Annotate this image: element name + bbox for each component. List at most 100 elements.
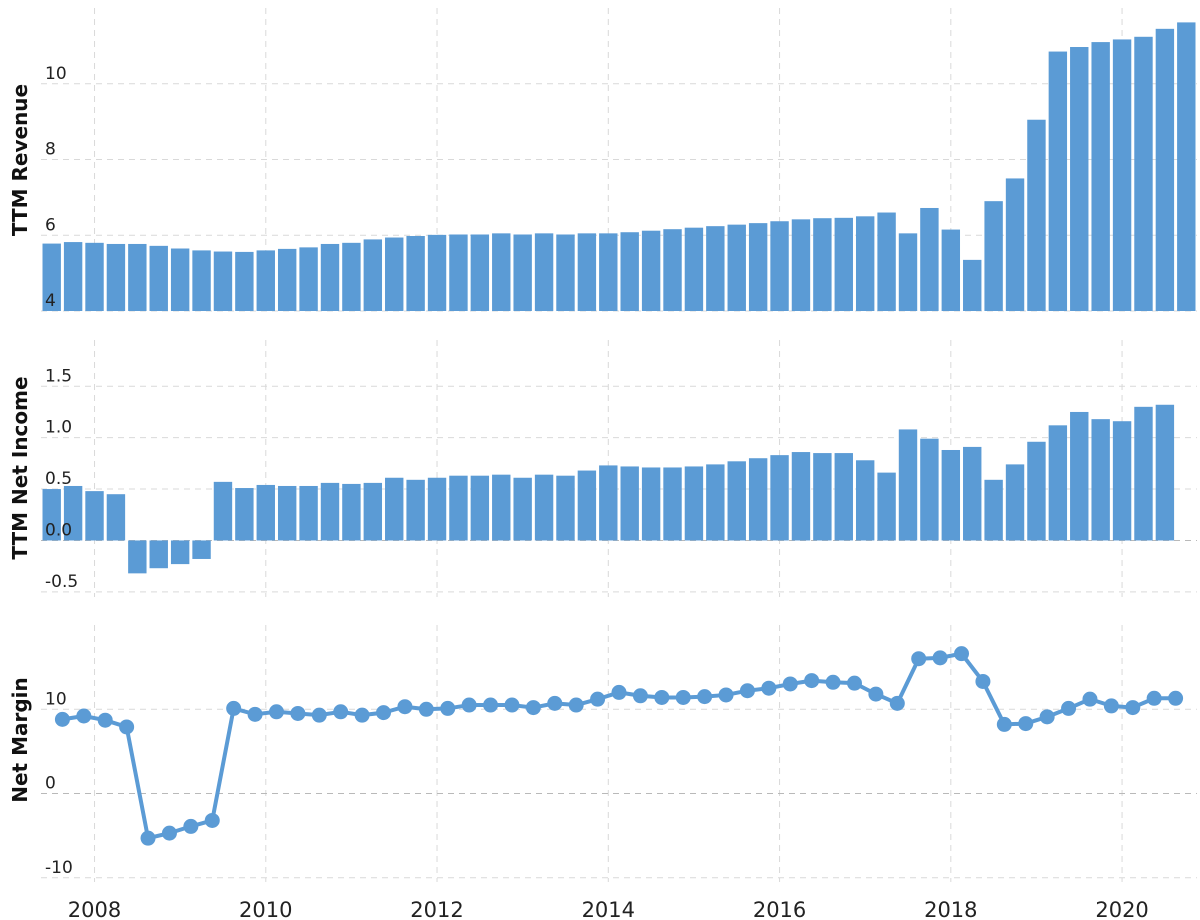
bar	[470, 475, 490, 541]
data-point	[675, 689, 691, 705]
bar	[1005, 464, 1025, 541]
bar	[727, 224, 746, 311]
bar	[63, 485, 83, 541]
bar	[663, 467, 682, 541]
data-point	[418, 701, 434, 717]
bar	[235, 488, 254, 541]
x-tick-label: 2012	[410, 898, 463, 920]
data-point	[1125, 700, 1141, 716]
y-tick-label: 1.5	[45, 366, 72, 386]
bar	[1005, 178, 1025, 311]
x-tick-label: 2020	[1095, 898, 1148, 920]
bar	[577, 470, 597, 541]
bar	[277, 485, 297, 541]
bar	[706, 464, 725, 541]
bar	[984, 201, 1003, 311]
bar	[1134, 406, 1153, 541]
bar	[620, 232, 639, 311]
bar	[855, 460, 875, 541]
bar	[834, 217, 853, 311]
data-point	[1146, 690, 1162, 706]
bar	[406, 236, 425, 311]
bar	[920, 438, 939, 541]
bar	[898, 429, 918, 541]
bar	[299, 247, 318, 311]
data-point	[846, 675, 862, 691]
data-point	[483, 697, 499, 713]
bar	[320, 243, 340, 311]
x-tick-label: 2010	[239, 898, 292, 920]
bar	[128, 540, 147, 574]
bar	[877, 212, 896, 311]
bar	[299, 485, 318, 541]
bar	[85, 242, 104, 311]
bar	[1155, 404, 1175, 541]
data-point	[761, 680, 777, 696]
bar	[1177, 22, 1196, 312]
data-point	[1103, 698, 1119, 714]
bar	[641, 467, 661, 541]
bar	[898, 233, 918, 311]
data-point	[868, 686, 884, 702]
bar	[813, 453, 832, 541]
y-tick-label: 6	[45, 215, 56, 235]
net-income-panel: -0.5 0.0 0.5 1.0 1.5 TTM Net Income	[8, 340, 1197, 597]
data-point	[932, 650, 948, 666]
bar	[342, 483, 361, 541]
data-point	[632, 688, 648, 704]
bar	[63, 242, 83, 311]
bar	[427, 477, 447, 541]
data-point	[804, 673, 820, 689]
data-point	[97, 712, 113, 728]
bar	[963, 446, 982, 541]
y-tick-label: 0.5	[45, 469, 72, 489]
bar	[449, 234, 468, 311]
bar	[791, 219, 811, 311]
data-point	[311, 707, 327, 723]
y-axis-label: TTM Revenue	[8, 84, 32, 236]
data-point	[911, 651, 927, 667]
data-point	[161, 825, 177, 841]
bar	[534, 233, 554, 311]
data-point	[697, 689, 713, 705]
bar	[1027, 119, 1046, 311]
bar	[1048, 425, 1068, 541]
bar	[213, 481, 233, 541]
data-point	[996, 716, 1012, 732]
y-tick-label: 10	[45, 64, 67, 84]
bar	[106, 243, 126, 311]
x-tick-label: 2018	[924, 898, 977, 920]
data-point	[333, 704, 349, 720]
bar	[920, 207, 939, 311]
bar	[385, 477, 404, 541]
data-point	[268, 704, 284, 720]
data-point	[611, 684, 627, 700]
bar	[1048, 51, 1068, 312]
bar	[748, 223, 768, 311]
bar	[663, 229, 682, 311]
bar	[320, 482, 340, 541]
data-point	[226, 700, 242, 716]
bar	[513, 234, 532, 311]
bar	[1091, 42, 1110, 312]
bar	[427, 234, 447, 311]
revenue-panel: 4 6 8 10 TTM Revenue	[8, 8, 1197, 312]
bar	[235, 251, 254, 311]
data-point	[461, 697, 477, 713]
bar	[85, 491, 104, 541]
data-point	[290, 705, 306, 721]
bar	[770, 455, 789, 541]
bar	[1112, 421, 1132, 541]
x-tick-label: 2016	[753, 898, 806, 920]
data-point	[975, 673, 991, 689]
data-point	[739, 683, 755, 699]
data-point	[1039, 709, 1055, 725]
bar	[106, 494, 126, 541]
bar	[963, 259, 982, 311]
bar	[706, 226, 725, 311]
bar	[556, 234, 575, 311]
data-point	[1018, 716, 1034, 732]
data-point	[440, 700, 456, 716]
